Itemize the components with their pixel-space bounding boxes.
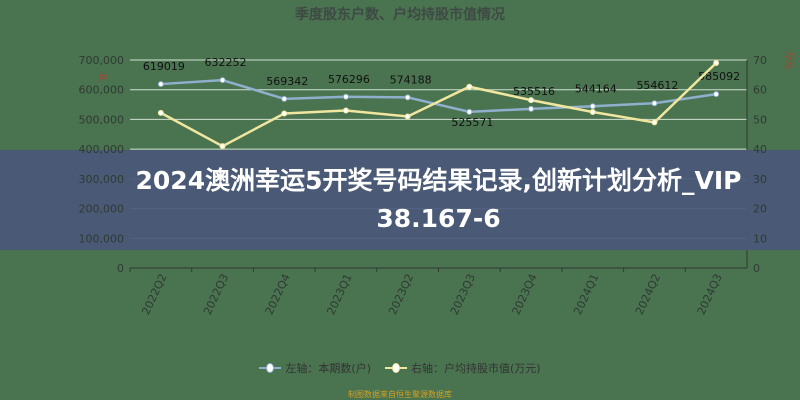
x-tick-label: 2023Q3 [448, 272, 478, 317]
legend-marker-icon [259, 363, 282, 373]
data-point [281, 110, 288, 117]
legend-label: 左轴：本期数(户) [285, 362, 371, 375]
data-point [528, 97, 535, 104]
data-point [157, 81, 164, 88]
data-label: 525571 [451, 116, 493, 129]
data-point [466, 83, 473, 90]
legend-item-right[interactable]: 右轴：户均持股市值(万元) [385, 360, 541, 376]
x-tick-label: 2023Q2 [386, 272, 416, 317]
legend: 左轴：本期数(户) 右轴：户均持股市值(万元) [0, 360, 800, 376]
data-point [404, 94, 411, 101]
x-tick-label: 2022Q2 [139, 272, 169, 317]
overlay-banner: 2024澳洲幸运5开奖号码结果记录,创新计划分析_VIP38.167-6 [0, 150, 800, 250]
data-point [342, 107, 349, 114]
data-point [713, 91, 720, 98]
data-label: 576296 [328, 73, 370, 86]
data-point [651, 119, 658, 126]
data-point [528, 105, 535, 112]
data-label: 574188 [390, 73, 432, 86]
series-line-0 [160, 78, 717, 114]
data-point [404, 113, 411, 120]
legend-item-left[interactable]: 左轴：本期数(户) [259, 360, 371, 376]
data-point [466, 108, 473, 115]
data-label: 619019 [143, 60, 185, 73]
x-tick-label: 2022Q4 [263, 272, 293, 317]
x-tick-label: 2024Q3 [695, 272, 725, 317]
source-note: 制图数据来自恒生聚源数据库 [348, 390, 452, 399]
data-label: 535516 [513, 85, 555, 98]
data-label: 554612 [636, 79, 678, 92]
data-point [219, 143, 226, 150]
x-tick-label: 2024Q1 [571, 272, 601, 317]
data-label: 544164 [575, 82, 617, 95]
left-axis-title: 户 [98, 72, 108, 85]
data-point [651, 100, 658, 107]
right-axis-title: 万元 [784, 51, 794, 69]
banner-text: 2024澳洲幸运5开奖号码结果记录,创新计划分析_VIP38.167-6 [135, 166, 742, 233]
x-tick-label: 2023Q1 [324, 272, 354, 317]
data-point [342, 93, 349, 100]
chart-title: 季度股东户数、户均持股市值情况 [295, 7, 505, 23]
legend-marker-icon [385, 363, 407, 373]
data-point [281, 95, 288, 102]
data-label: 585092 [698, 70, 740, 83]
data-label: 632252 [205, 56, 247, 69]
data-point [713, 59, 720, 66]
legend-label: 右轴：户均持股市值(万元) [411, 362, 541, 375]
data-point [589, 109, 596, 115]
data-label: 569342 [266, 75, 308, 88]
x-tick-label: 2024Q2 [633, 272, 663, 317]
data-point [157, 109, 164, 116]
x-tick-label: 2022Q3 [201, 272, 231, 317]
series-line-1 [160, 62, 718, 148]
x-tick-label: 2023Q4 [510, 272, 540, 317]
data-point [219, 77, 226, 84]
data-point [589, 103, 596, 110]
